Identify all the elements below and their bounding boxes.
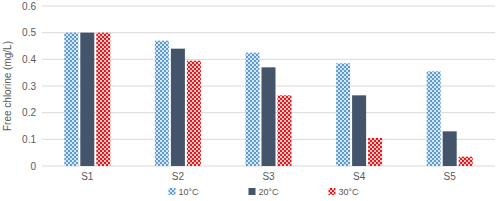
x-tick-label: S3	[262, 171, 275, 182]
bar	[80, 33, 94, 166]
bar	[278, 95, 292, 166]
y-tick-label: 0.1	[22, 134, 36, 145]
y-tick-label: 0.6	[22, 1, 36, 12]
bars	[64, 33, 472, 166]
legend-swatch	[329, 188, 336, 195]
bar	[96, 33, 110, 166]
bar	[443, 131, 457, 166]
chart-root: 0 0.1 0.2 0.3 0.4 0.5 0.6 Free chlorine (mg/L) S…	[0, 0, 500, 201]
chart-svg: 0 0.1 0.2 0.3 0.4 0.5 0.6 Free chlorine (mg/L) S…	[0, 0, 500, 201]
bar	[262, 67, 276, 166]
bar	[171, 49, 185, 166]
bar	[155, 41, 169, 166]
x-tick-label: S1	[81, 171, 94, 182]
bar	[427, 71, 441, 166]
legend-label: 10°C	[179, 187, 200, 197]
legend: 10°C 20°C 30°C	[169, 187, 360, 197]
y-tick-label: 0.2	[22, 107, 36, 118]
legend-swatch	[249, 188, 256, 195]
grid-line	[42, 6, 495, 7]
legend-label: 20°C	[259, 187, 280, 197]
bar	[64, 33, 78, 166]
bar	[368, 138, 382, 166]
bar	[336, 63, 350, 166]
legend-swatch	[169, 188, 176, 195]
bar	[246, 53, 260, 166]
y-tick-label: 0.4	[22, 54, 36, 65]
bar	[459, 157, 473, 166]
x-tick-label: S4	[353, 171, 366, 182]
y-tick-label: 0.5	[22, 27, 36, 38]
y-tick-label: 0.3	[22, 81, 36, 92]
grid	[42, 6, 495, 166]
bar	[187, 61, 201, 166]
x-tick-label: S5	[444, 171, 457, 182]
y-tick-label: 0	[30, 161, 36, 172]
y-axis-label: Free chlorine (mg/L)	[2, 41, 13, 131]
bar	[352, 95, 366, 166]
legend-label: 30°C	[339, 187, 360, 197]
x-tick-label: S2	[172, 171, 185, 182]
